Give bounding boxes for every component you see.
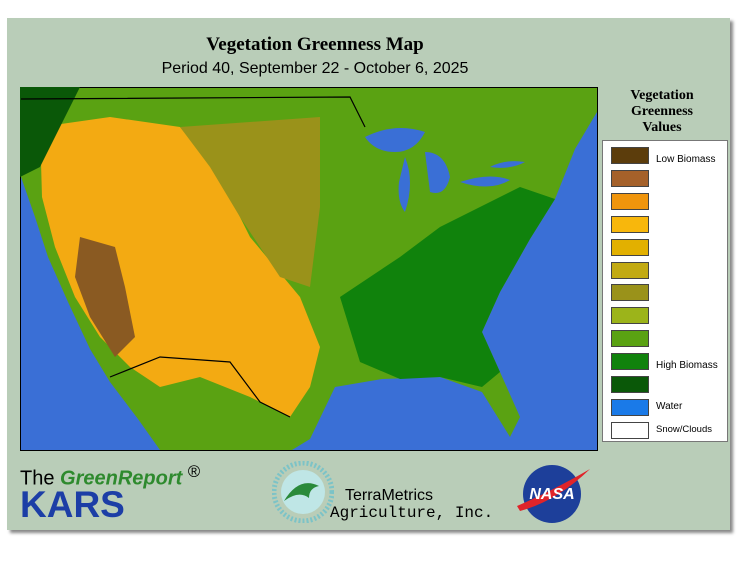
- legend-swatch: [611, 330, 649, 348]
- legend-swatch: [611, 147, 649, 164]
- terrametrics: TerraMetrics: [345, 487, 434, 504]
- legend-swatch: [611, 421, 649, 439]
- great-lakes: [365, 128, 525, 212]
- legend-label: Low Biomass: [656, 154, 716, 165]
- nasa-logo: NASA: [517, 465, 590, 523]
- mark: ®: [187, 462, 201, 481]
- terrametrics-sub: Agriculture, Inc.: [330, 504, 494, 522]
- legend-swatch: [611, 353, 649, 371]
- legend-label: High Biomass: [656, 360, 718, 372]
- legend: Low Biomass High Biomass Water Snow/Clouds: [602, 140, 728, 442]
- greenreport: The GreenReport ®: [20, 462, 200, 491]
- nasa-swoosh: [517, 469, 590, 511]
- legend-label: Snow/Clouds: [656, 423, 712, 435]
- legend-swatch: [611, 376, 649, 393]
- legend-swatch: [611, 215, 649, 233]
- prefix: The: [20, 467, 55, 490]
- title: Vegetation Greenness Map: [206, 34, 424, 55]
- legend-swatch: [611, 238, 649, 256]
- north-forest: [20, 87, 80, 177]
- legend-swatch: [611, 169, 649, 187]
- map: [20, 87, 598, 451]
- nasa-text: NASA: [529, 486, 574, 503]
- logo-ring: [272, 461, 334, 523]
- legend-title-line: Values: [642, 120, 682, 135]
- legend-swatch: [611, 284, 649, 302]
- logo-leaf: [284, 483, 319, 501]
- brand: GreenReport: [60, 467, 183, 490]
- eastern-forest: [340, 187, 555, 387]
- legend-title-line: Greenness: [631, 104, 693, 119]
- terrametrics-logo: [272, 461, 334, 523]
- legend-title: Vegetation Greenness Values: [602, 88, 722, 136]
- desert: [75, 237, 135, 357]
- legend-swatch: [611, 398, 649, 416]
- legend-swatch: [611, 307, 649, 325]
- kars: KARS: [20, 484, 125, 525]
- panel: Vegetation Greenness Map Period 40, Sept…: [7, 18, 730, 530]
- borders: [20, 96, 366, 418]
- legend-label: Water: [656, 400, 683, 412]
- legend-title-line: Vegetation: [630, 88, 694, 103]
- subtitle: Period 40, September 22 - October 6, 202…: [161, 60, 469, 77]
- plains: [180, 117, 320, 287]
- legend-swatch: [611, 261, 649, 279]
- legend-swatch: [611, 192, 649, 210]
